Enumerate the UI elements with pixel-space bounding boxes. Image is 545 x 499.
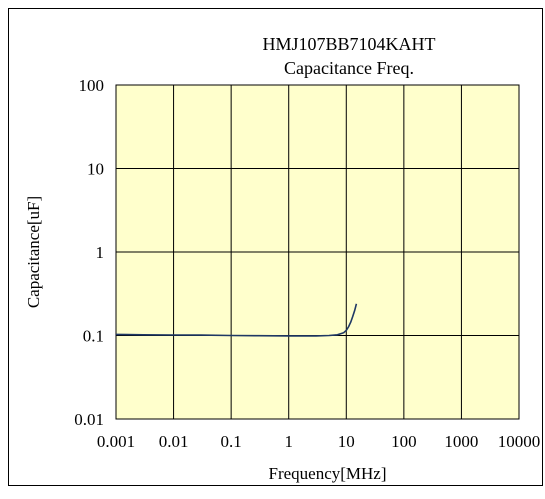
capacitance-frequency-chart: 0.001 0.01 0.1 1 10 100 1000 10000 0.01 0.1 1 10 10… xyxy=(24,34,540,483)
x-tick-label: 1 xyxy=(284,432,293,451)
x-tick-label: 0.1 xyxy=(221,432,242,451)
x-tick-label: 100 xyxy=(391,432,417,451)
x-tick-label: 0.01 xyxy=(159,432,189,451)
chart-title: HMJ107BB7104KAHT xyxy=(262,34,435,54)
y-tick-label: 1 xyxy=(96,243,105,262)
x-tick-labels: 0.001 0.01 0.1 1 10 100 1000 10000 xyxy=(97,432,540,451)
y-tick-label: 10 xyxy=(87,160,104,179)
series-group xyxy=(115,303,358,337)
chart-subtitle: Capacitance Freq. xyxy=(284,58,414,78)
y-tick-label: 0.1 xyxy=(83,327,104,346)
chart-frame: 0.001 0.01 0.1 1 10 100 1000 10000 0.01 0.1 1 10 10… xyxy=(8,8,543,486)
y-axis-label: Capacitance[uF] xyxy=(24,196,43,308)
x-tick-label: 10 xyxy=(338,432,355,451)
y-tick-label: 0.01 xyxy=(74,410,104,429)
capacitance-series-line xyxy=(115,303,358,337)
x-tick-label: 10000 xyxy=(498,432,541,451)
x-axis-label: Frequency[MHz] xyxy=(268,464,386,483)
y-tick-label: 100 xyxy=(79,76,105,95)
y-tick-labels: 0.01 0.1 1 10 100 xyxy=(74,76,104,429)
plot-border xyxy=(115,84,520,420)
x-tick-label: 0.001 xyxy=(97,432,135,451)
x-tick-label: 1000 xyxy=(444,432,478,451)
